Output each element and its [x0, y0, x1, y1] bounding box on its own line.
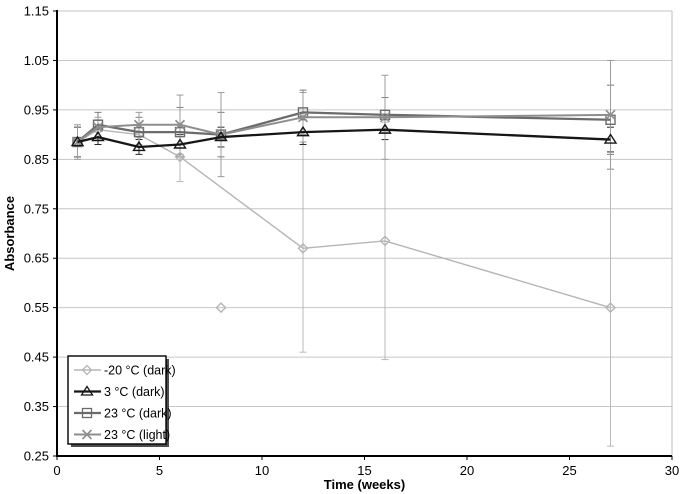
square-marker [174, 126, 186, 138]
y-axis-title: Absorbance [2, 196, 17, 271]
diamond-marker [81, 364, 93, 376]
triangle-marker [132, 140, 146, 152]
triangle-marker [378, 123, 392, 134]
triangle-marker [296, 125, 310, 137]
x-axis-title: Time (weeks) [324, 477, 405, 492]
y-tick-label: 0.35 [24, 399, 49, 414]
x-marker [81, 429, 93, 440]
triangle-marker [91, 130, 105, 142]
y-tick-label: 1.15 [24, 4, 49, 19]
x-marker [605, 109, 616, 120]
x-tick-label: 5 [156, 463, 163, 478]
legend-label: 23 °C (dark) [104, 407, 172, 421]
y-tick-label: 0.55 [24, 300, 49, 315]
x-tick-label: 30 [665, 463, 679, 478]
square-marker [92, 119, 104, 130]
y-tick-label: 0.25 [24, 449, 49, 464]
diamond-marker [174, 151, 186, 163]
series-line-2 [77, 128, 611, 149]
diamond-marker [215, 302, 227, 314]
x-tick-label: 25 [562, 463, 576, 478]
x-tick-label: 0 [53, 463, 60, 478]
y-tick-label: 0.45 [24, 350, 49, 365]
x-tick-label: 20 [460, 463, 474, 478]
diamond-marker [605, 302, 616, 314]
x-tick-label: 15 [357, 463, 371, 478]
legend-label: 23 °C (light) [104, 428, 170, 442]
y-tick-label: 0.75 [24, 201, 49, 216]
y-tick-label: 0.65 [24, 251, 49, 266]
square-marker [81, 407, 93, 419]
series-line-4 [76, 113, 611, 143]
y-tick-label: 0.95 [24, 102, 49, 117]
square-marker [133, 126, 145, 138]
legend-label: 3 °C (dark) [104, 385, 165, 399]
x-marker [133, 119, 145, 130]
x-marker [174, 119, 186, 130]
x-marker [92, 122, 104, 133]
y-tick-label: 1.05 [24, 53, 49, 68]
triangle-marker [70, 135, 85, 147]
x-marker [379, 112, 391, 123]
x-marker [297, 112, 309, 123]
triangle-marker [173, 138, 187, 149]
diamond-marker [379, 235, 391, 247]
legend-label: -20 °C (dark) [104, 364, 176, 378]
square-marker [379, 109, 391, 121]
y-tick-label: 0.85 [24, 152, 49, 167]
triangle-marker [603, 133, 618, 144]
triangle-marker [214, 130, 228, 142]
diamond-marker [297, 242, 309, 254]
triangle-marker [80, 385, 94, 396]
x-tick-label: 10 [255, 463, 269, 478]
